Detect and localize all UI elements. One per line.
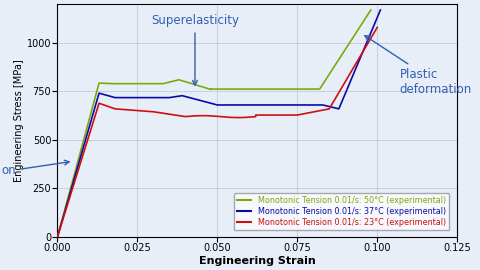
Monotonic Tension 0.01/s: 37°C (experimental): (0.0885, 681): 37°C (experimental): (0.0885, 681) <box>338 103 344 106</box>
Monotonic Tension 0.01/s: 37°C (experimental): (0, 0): 37°C (experimental): (0, 0) <box>55 235 60 238</box>
Line: Monotonic Tension 0.01/s: 50°C (experimental): Monotonic Tension 0.01/s: 50°C (experime… <box>58 10 371 237</box>
Monotonic Tension 0.01/s: 23°C (experimental): (0.075, 628): 23°C (experimental): (0.075, 628) <box>294 113 300 117</box>
Monotonic Tension 0.01/s: 37°C (experimental): (0.101, 1.17e+03): 37°C (experimental): (0.101, 1.17e+03) <box>378 8 384 12</box>
Monotonic Tension 0.01/s: 50°C (experimental): (0.0886, 931): 50°C (experimental): (0.0886, 931) <box>338 55 344 58</box>
Monotonic Tension 0.01/s: 50°C (experimental): (0.0969, 1.14e+03): 50°C (experimental): (0.0969, 1.14e+03) <box>364 14 370 17</box>
Line: Monotonic Tension 0.01/s: 23°C (experimental): Monotonic Tension 0.01/s: 23°C (experime… <box>58 28 377 237</box>
Text: Superelasticity: Superelasticity <box>151 14 239 85</box>
Monotonic Tension 0.01/s: 37°C (experimental): (0.0166, 725): 37°C (experimental): (0.0166, 725) <box>108 95 113 98</box>
Y-axis label: Engineering Stress [MPa]: Engineering Stress [MPa] <box>14 59 24 182</box>
Text: on: on <box>1 160 69 177</box>
Monotonic Tension 0.01/s: 37°C (experimental): (0.0869, 664): 37°C (experimental): (0.0869, 664) <box>333 106 338 110</box>
Monotonic Tension 0.01/s: 50°C (experimental): (0, 0): 50°C (experimental): (0, 0) <box>55 235 60 238</box>
Monotonic Tension 0.01/s: 23°C (experimental): (0.1, 1.08e+03): 23°C (experimental): (0.1, 1.08e+03) <box>374 26 380 29</box>
Monotonic Tension 0.01/s: 23°C (experimental): (0.0745, 628): 23°C (experimental): (0.0745, 628) <box>293 113 299 117</box>
Monotonic Tension 0.01/s: 23°C (experimental): (0.0122, 647): 23°C (experimental): (0.0122, 647) <box>94 110 99 113</box>
Monotonic Tension 0.01/s: 50°C (experimental): (0.0745, 762): 50°C (experimental): (0.0745, 762) <box>293 87 299 91</box>
Monotonic Tension 0.01/s: 23°C (experimental): (0.0787, 640): 23°C (experimental): (0.0787, 640) <box>306 111 312 114</box>
Legend: Monotonic Tension 0.01/s: 50°C (experimental), Monotonic Tension 0.01/s: 37°C (e: Monotonic Tension 0.01/s: 50°C (experime… <box>234 193 449 231</box>
X-axis label: Engineering Strain: Engineering Strain <box>199 256 316 266</box>
Monotonic Tension 0.01/s: 50°C (experimental): (0.0223, 790): 50°C (experimental): (0.0223, 790) <box>126 82 132 85</box>
Monotonic Tension 0.01/s: 50°C (experimental): (0.098, 1.17e+03): 50°C (experimental): (0.098, 1.17e+03) <box>368 8 374 12</box>
Monotonic Tension 0.01/s: 37°C (experimental): (0.018, 718): 37°C (experimental): (0.018, 718) <box>112 96 118 99</box>
Monotonic Tension 0.01/s: 23°C (experimental): (0.0625, 628): 23°C (experimental): (0.0625, 628) <box>254 113 260 117</box>
Monotonic Tension 0.01/s: 50°C (experimental): (0.0111, 680): 50°C (experimental): (0.0111, 680) <box>90 103 96 107</box>
Monotonic Tension 0.01/s: 23°C (experimental): (0, 0): 23°C (experimental): (0, 0) <box>55 235 60 238</box>
Monotonic Tension 0.01/s: 37°C (experimental): (0.0431, 710): 37°C (experimental): (0.0431, 710) <box>192 97 198 101</box>
Text: Plastic
deformation: Plastic deformation <box>365 36 472 96</box>
Line: Monotonic Tension 0.01/s: 37°C (experimental): Monotonic Tension 0.01/s: 37°C (experime… <box>58 10 381 237</box>
Monotonic Tension 0.01/s: 50°C (experimental): (0.0716, 762): 50°C (experimental): (0.0716, 762) <box>284 87 289 91</box>
Monotonic Tension 0.01/s: 37°C (experimental): (0.083, 680): 37°C (experimental): (0.083, 680) <box>320 103 326 107</box>
Monotonic Tension 0.01/s: 23°C (experimental): (0.0173, 664): 23°C (experimental): (0.0173, 664) <box>110 106 116 110</box>
